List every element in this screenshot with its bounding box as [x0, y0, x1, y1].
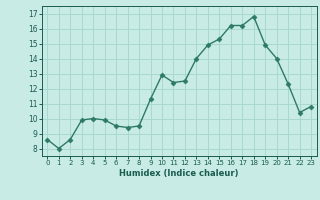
X-axis label: Humidex (Indice chaleur): Humidex (Indice chaleur)	[119, 169, 239, 178]
